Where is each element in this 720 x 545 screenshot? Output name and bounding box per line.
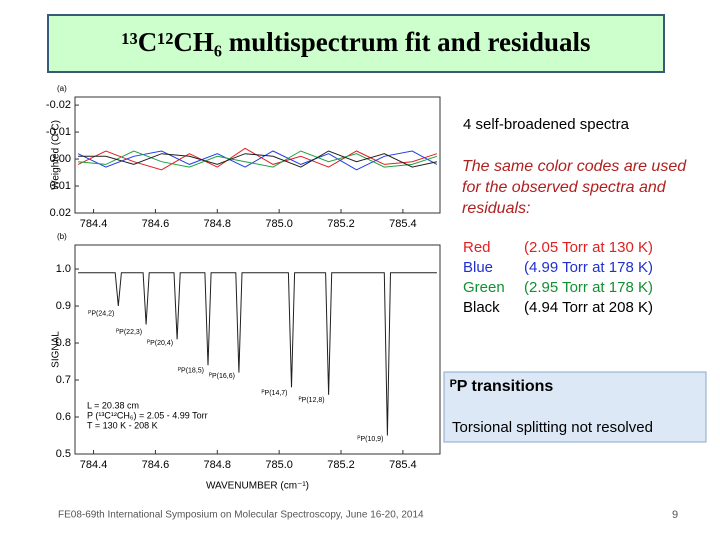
panel-label: (b)	[57, 232, 67, 241]
x-tick-label: 785.4	[389, 459, 417, 471]
line-annotation: ᴾP(14,7)	[262, 390, 288, 397]
footer: FE08-69th International Symposium on Mol…	[58, 510, 424, 521]
x-tick-label: 785.2	[327, 459, 355, 471]
x-tick-label: 784.4	[80, 459, 108, 471]
box-heading: ᴾP transitions	[450, 378, 553, 395]
y-tick-label: 1.0	[56, 263, 71, 275]
series-line	[78, 272, 437, 436]
page-number: 9	[672, 509, 678, 521]
plot-frame	[74, 244, 441, 455]
y-tick-label: -0.02	[46, 99, 71, 111]
series-line	[78, 150, 438, 168]
box-text: Torsional splitting not resolved	[452, 419, 653, 436]
legend-text: (4.99 Torr at 178 K)	[524, 259, 653, 276]
legend-name: Black	[463, 299, 500, 316]
legend-name: Blue	[463, 259, 493, 276]
y-tick-label: 0.01	[50, 180, 71, 192]
notes-fo: The same color codes are used for the ob…	[462, 158, 687, 217]
series-line	[77, 150, 438, 171]
y-tick-label: 0.8	[56, 337, 71, 349]
series-line	[78, 150, 438, 168]
x-tick-label: 784.6	[142, 459, 170, 471]
x-tick-label: 785.4	[389, 218, 417, 230]
notes-heading: 4 self-broadened spectra	[463, 116, 630, 133]
line-annotation: ᴾP(12,8)	[299, 397, 325, 404]
legend-text: (2.05 Torr at 130 K)	[524, 239, 653, 256]
y-tick-label: 0.5	[56, 448, 71, 460]
line-annotation: ᴾP(20,4)	[147, 340, 173, 347]
x-tick-label: 785.0	[265, 459, 293, 471]
plot-frame	[74, 96, 441, 214]
title-box	[47, 14, 665, 73]
x-tick-label: 784.8	[204, 459, 232, 471]
color-note: The same color codes are used for the ob…	[462, 158, 687, 217]
legend-text: (4.94 Torr at 208 K)	[524, 299, 653, 316]
y-axis-label: Weighted (O-C)	[51, 120, 62, 190]
line-annotation: ᴾP(16,6)	[209, 373, 235, 380]
line-annotation: ᴾP(22,3)	[116, 329, 142, 336]
legend-text: (2.95 Torr at 178 K)	[524, 279, 653, 296]
condition: T = 130 K - 208 K	[87, 420, 158, 430]
y-tick-label: 0.9	[56, 300, 71, 312]
y-tick-label: 0.6	[56, 411, 71, 423]
x-tick-label: 785.0	[265, 218, 293, 230]
x-tick-label: 785.2	[327, 218, 355, 230]
note-box	[443, 371, 707, 443]
charts: (a) Weighted (O-C) -0.02 -0.01 0.00 0.01 0.02 7…	[46, 84, 441, 492]
slide-title: ¹³C¹²CH₆ multispectrum fit and residuals	[122, 27, 591, 57]
line-annotation: ᴾP(18,5)	[178, 368, 204, 375]
x-tick-label: 784.4	[80, 218, 108, 230]
legend-rows: Red (2.05 Torr at 130 K) Blue (4.99 Torr at…	[463, 239, 653, 316]
y-tick-label: 0.02	[50, 207, 71, 219]
x-tick-label: 784.6	[142, 218, 170, 230]
y-tick-label: 0.7	[56, 374, 71, 386]
x-axis-label: WAVENUMBER (cm⁻¹)	[206, 481, 309, 492]
y-axis-label: SIGNAL	[51, 331, 62, 368]
x-tick-label: 784.8	[204, 218, 232, 230]
panel-label: (a)	[57, 84, 67, 93]
y-tick-label: 0.00	[50, 153, 71, 165]
y-tick-label: -0.01	[46, 126, 71, 138]
line-annotation: ᴾP(24,2)	[88, 310, 114, 317]
condition: L = 20.38 cm	[87, 400, 139, 410]
legend-name: Red	[463, 239, 491, 256]
condition: P (¹³C¹²CH₆) = 2.05 - 4.99 Torr	[87, 410, 208, 420]
legend-name: Green	[463, 279, 505, 296]
line-annotation: ᴾP(10,9)	[358, 436, 384, 443]
